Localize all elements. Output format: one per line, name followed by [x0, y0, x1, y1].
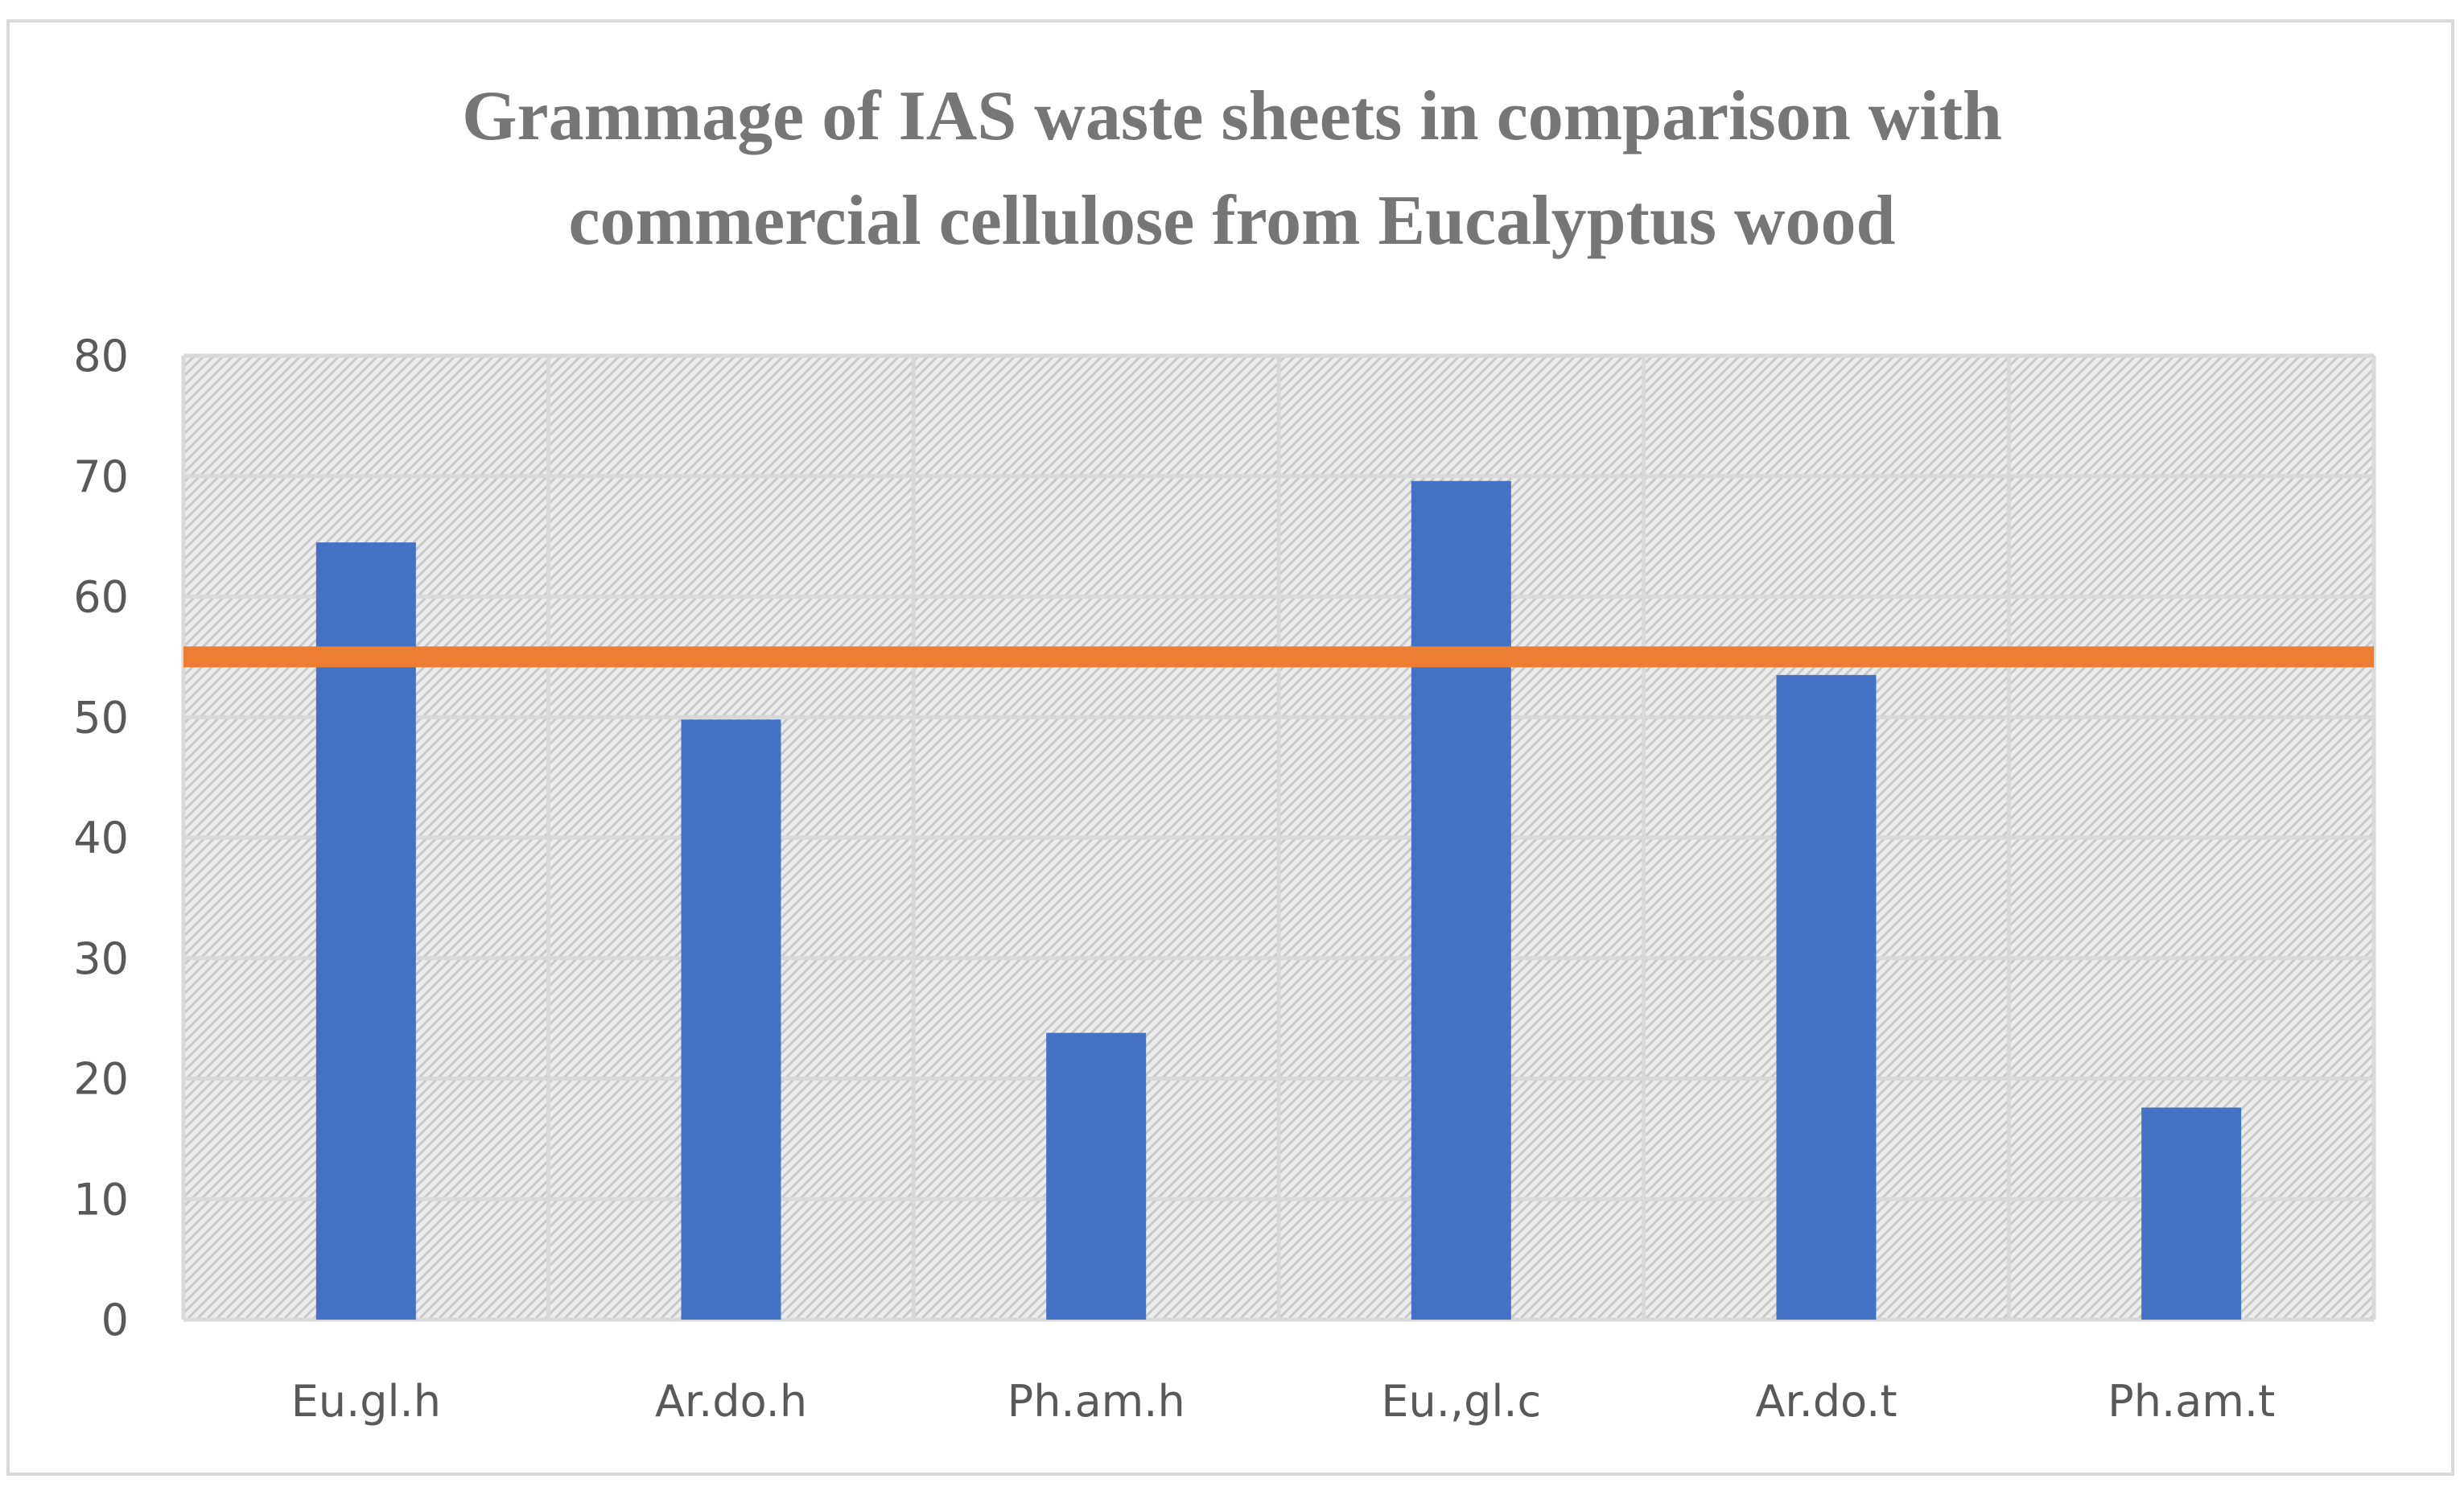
- y-tick-label: 0: [101, 1295, 129, 1345]
- y-tick-label: 80: [73, 331, 129, 381]
- y-tick-label: 40: [73, 813, 129, 863]
- x-tick-label: Eu.,gl.c: [1381, 1376, 1541, 1427]
- bar-Eu.gl.h: [315, 542, 416, 1320]
- y-tick-label: 70: [73, 451, 129, 502]
- y-tick-label: 20: [73, 1054, 129, 1105]
- chart-title-line-1: Grammage of IAS waste sheets in comparis…: [462, 77, 2002, 155]
- bar-Ph.am.h: [1046, 1032, 1147, 1320]
- bar-Ar.do.t: [1776, 674, 1877, 1320]
- x-tick-label: Ph.am.h: [1007, 1376, 1185, 1427]
- x-tick-label: Eu.gl.h: [291, 1376, 441, 1427]
- chart-title-line-2: commercial cellulose from Eucalyptus woo…: [568, 182, 1896, 260]
- bar-Eu.,gl.c: [1411, 480, 1511, 1320]
- y-tick-label: 60: [73, 572, 129, 623]
- bar-Ph.am.t: [2141, 1107, 2242, 1320]
- x-tick-label: Ar.do.t: [1755, 1376, 1897, 1427]
- x-tick-label: Ar.do.h: [655, 1376, 807, 1427]
- y-tick-label: 30: [73, 933, 129, 984]
- chart-title: Grammage of IAS waste sheets in comparis…: [0, 64, 2464, 274]
- x-tick-label: Ph.am.t: [2108, 1376, 2275, 1427]
- bar-Ar.do.h: [681, 719, 781, 1320]
- y-tick-label: 10: [73, 1174, 129, 1225]
- y-tick-label: 50: [73, 692, 129, 743]
